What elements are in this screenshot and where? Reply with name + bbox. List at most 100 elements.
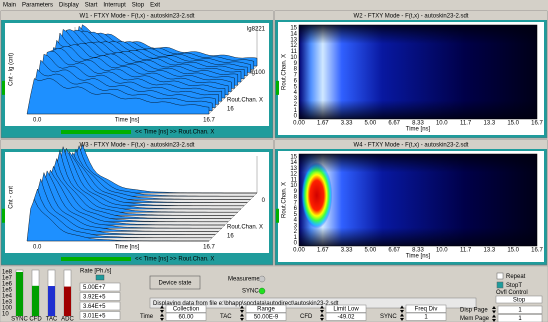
scroll-bar [61, 130, 131, 134]
spin-down[interactable] [320, 318, 324, 321]
param-value-box[interactable] [325, 312, 367, 321]
x-tick-label: 10.0 [436, 248, 448, 254]
spin-up[interactable] [400, 313, 404, 317]
rate-channel-label: ADC [61, 317, 74, 322]
rate-bar [64, 286, 71, 316]
x-tick-label: 13.3 [484, 248, 496, 254]
y-tick-label: 2 [294, 102, 298, 108]
page-label: Mem Page [460, 316, 490, 322]
device-state-label[interactable]: Device state [158, 281, 192, 287]
menu-item[interactable]: Exit [150, 3, 160, 9]
side-marker [2, 80, 5, 95]
stopt-checkbox[interactable] [496, 281, 504, 289]
x-tick-label: 5.00 [365, 248, 377, 254]
param-name: Collection [173, 307, 199, 313]
x-start-label: 0.0 [33, 245, 42, 251]
repeat-checkbox[interactable] [496, 272, 504, 280]
rate-scale-label: 10 [2, 312, 9, 318]
rate-scale-label: 1e3 [2, 300, 13, 306]
spin-up[interactable] [492, 306, 496, 309]
x-tick-label: 0.00 [293, 248, 305, 254]
spin-up[interactable] [240, 305, 244, 309]
x-tick-label: 13.3 [484, 121, 496, 127]
window-footer: << Time [ns] >> Rout.Chan. X [135, 257, 214, 263]
rate-value: 3.01E+5 [83, 313, 106, 319]
x-tick-label: 8.33 [412, 121, 424, 127]
x-axis-title: Time [ns] [406, 127, 431, 133]
ovfl-select[interactable] [495, 295, 543, 304]
menu-item[interactable]: Stop [132, 3, 145, 9]
spin-up[interactable] [160, 313, 164, 317]
param-label: CFD [300, 314, 313, 320]
spin-down[interactable] [320, 310, 324, 313]
spin-down[interactable] [492, 319, 496, 322]
spin-up[interactable] [320, 305, 324, 309]
window-title-bar [275, 11, 547, 20]
spin-up[interactable] [492, 314, 496, 318]
param-value-box[interactable] [165, 312, 207, 321]
page-value-box[interactable] [497, 314, 543, 322]
page-value[interactable]: 1 [518, 316, 522, 322]
param-value-box[interactable] [245, 312, 287, 321]
spin-down[interactable] [400, 318, 404, 321]
x-tick-label: 1.67 [317, 248, 329, 254]
spin-down[interactable] [240, 310, 244, 313]
y-tick-label: 11 [291, 177, 298, 183]
rate-value: 3.64E+5 [83, 304, 106, 310]
decay-curve [26, 198, 209, 242]
spin-down[interactable] [160, 310, 164, 313]
rate-channel-label: SYNC [11, 317, 28, 322]
menu-item[interactable]: Display [59, 3, 79, 9]
z-end-label: 16 [227, 107, 234, 113]
page-value[interactable]: 1 [518, 308, 522, 314]
param-value[interactable]: -49.02 [337, 315, 355, 321]
y-tick-label: 0 [294, 241, 298, 247]
param-value[interactable]: 50.00E-9 [254, 315, 279, 321]
device-state-button[interactable] [149, 275, 201, 290]
spin-down[interactable] [240, 318, 244, 321]
heatmap-shade [299, 154, 537, 246]
page-label: Disp Page [460, 307, 488, 313]
rate-bar [32, 285, 39, 316]
menu-item[interactable]: Parameters [22, 3, 53, 9]
side-marker [2, 208, 5, 223]
menu-item[interactable]: Start [85, 3, 98, 9]
ovfl-value[interactable]: Stop [513, 297, 526, 303]
measurement-label: Measurement [228, 277, 265, 283]
param-name: Limit Low [333, 307, 359, 313]
spin-up[interactable] [240, 313, 244, 317]
page-value-box[interactable] [497, 305, 543, 314]
spin-down[interactable] [400, 310, 404, 313]
y-tick-label: 13 [290, 166, 297, 172]
window-title-bar [1, 11, 273, 20]
info-box [149, 297, 477, 309]
rate-value: 3.92E+5 [83, 294, 106, 300]
spin-up[interactable] [400, 305, 404, 309]
param-value[interactable]: 1 [424, 315, 428, 321]
y-tick-label: 12 [290, 172, 297, 178]
rate-scale-label: 1e6 [2, 282, 13, 288]
y-tick-label: 4 [294, 90, 298, 96]
x-tick-label: 3.33 [341, 248, 353, 254]
repeat-label[interactable]: Repeat [506, 274, 526, 280]
z-axis-title: Rout.Chan. X [227, 98, 263, 104]
menu-item[interactable]: Interrupt [103, 3, 126, 9]
stopt-label[interactable]: StopT [506, 283, 522, 289]
param-value-box[interactable] [405, 312, 447, 321]
spin-down[interactable] [492, 310, 496, 314]
param-value[interactable]: 60.00 [178, 315, 194, 321]
spin-up[interactable] [160, 305, 164, 309]
y-axis-title: Rout.Chan. X [282, 54, 288, 90]
param-name-box [165, 304, 207, 313]
y-tick-label: 3 [294, 96, 298, 102]
spin-up[interactable] [320, 313, 324, 317]
menu-item[interactable]: Main [3, 3, 16, 9]
x-tick-label: 11.7 [460, 121, 472, 127]
spin-down[interactable] [160, 318, 164, 321]
param-label: Time [140, 314, 154, 320]
window-footer: << Time [ns] >> Rout.Chan. X [135, 130, 214, 136]
param-label: TAC [220, 314, 232, 320]
rate-value: 5.00E+7 [83, 285, 106, 291]
rate-scale-label: 1e7 [2, 276, 13, 282]
